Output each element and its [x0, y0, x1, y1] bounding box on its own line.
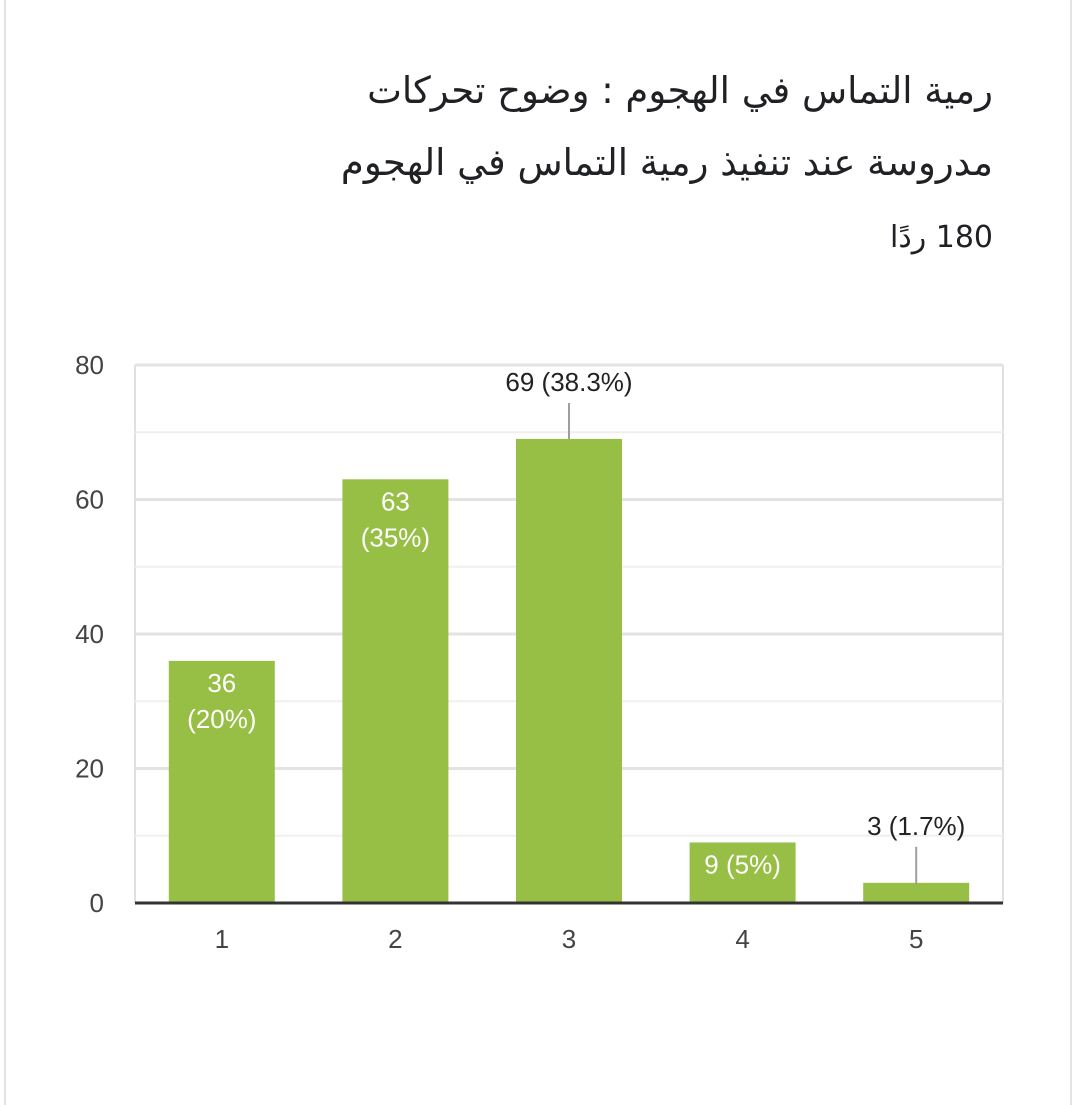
- bar-value-label: 69 (38.3%): [505, 367, 632, 397]
- bar: [168, 660, 275, 903]
- bar-value-label: 3 (1.7%): [867, 811, 965, 841]
- bar: [689, 842, 796, 903]
- bar-value-label: 63: [381, 486, 410, 516]
- y-tick-label: 0: [90, 888, 104, 918]
- y-tick-label: 40: [75, 619, 104, 649]
- bar-percent-label: (35%): [361, 522, 430, 552]
- y-tick-label: 80: [75, 350, 104, 380]
- y-tick-label: 20: [75, 754, 104, 784]
- bar-percent-label: (20%): [187, 704, 256, 734]
- bar: [516, 438, 622, 903]
- x-tick-label: 3: [562, 924, 576, 954]
- bar: [863, 882, 970, 903]
- bar-value-label: 36: [207, 668, 236, 698]
- x-tick-label: 2: [388, 924, 402, 954]
- x-tick-label: 1: [215, 924, 229, 954]
- y-tick-label: 60: [75, 485, 104, 515]
- x-tick-label: 4: [735, 924, 749, 954]
- bar: [342, 479, 449, 903]
- bar-value-label: 9 (5%): [704, 849, 781, 879]
- response-count: 180 ردًا: [890, 220, 993, 255]
- x-tick-label: 5: [909, 924, 923, 954]
- question-title: رمية التماس في الهجوم : وضوح تحركات مدرو…: [340, 69, 993, 184]
